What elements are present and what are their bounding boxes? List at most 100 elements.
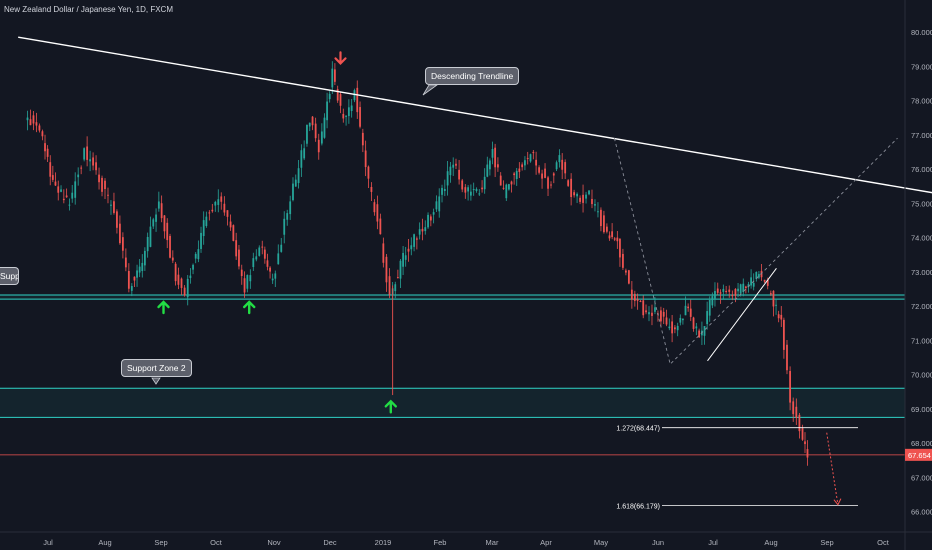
candle[interactable] (376, 204, 379, 222)
candle[interactable] (317, 139, 320, 153)
candle[interactable] (68, 204, 71, 206)
plot-area[interactable] (0, 0, 905, 532)
candle[interactable] (564, 162, 567, 174)
candle[interactable] (752, 282, 755, 287)
candle[interactable] (280, 244, 283, 252)
candle[interactable] (320, 131, 323, 144)
candle[interactable] (499, 175, 502, 186)
candle[interactable] (274, 273, 277, 279)
candle[interactable] (152, 219, 155, 227)
candle[interactable] (798, 414, 801, 432)
candle[interactable] (429, 216, 432, 221)
candle[interactable] (744, 286, 747, 289)
candle[interactable] (127, 270, 130, 289)
candle[interactable] (651, 312, 653, 316)
candle[interactable] (269, 267, 271, 272)
candle[interactable] (121, 237, 124, 251)
candle[interactable] (418, 229, 421, 235)
candle[interactable] (734, 288, 737, 296)
candle[interactable] (529, 154, 532, 162)
candle[interactable] (138, 266, 141, 273)
candle[interactable] (521, 164, 524, 168)
candle[interactable] (742, 283, 745, 292)
candle[interactable] (555, 162, 558, 170)
candle[interactable] (682, 318, 684, 321)
candle[interactable] (739, 284, 742, 294)
candle[interactable] (567, 180, 570, 186)
candle[interactable] (510, 181, 513, 185)
candle[interactable] (300, 150, 303, 168)
candle[interactable] (622, 253, 624, 268)
candle[interactable] (760, 270, 763, 278)
candle[interactable] (32, 115, 35, 124)
candle[interactable] (367, 166, 370, 179)
candle[interactable] (662, 311, 665, 317)
candle[interactable] (370, 186, 373, 192)
candle[interactable] (261, 246, 264, 248)
candle[interactable] (155, 214, 157, 222)
candle[interactable] (782, 319, 785, 350)
candle[interactable] (695, 326, 698, 329)
candle[interactable] (306, 124, 308, 144)
candle[interactable] (104, 180, 106, 190)
candle[interactable] (789, 371, 791, 403)
candle[interactable] (243, 278, 246, 293)
candle[interactable] (238, 249, 240, 267)
candle[interactable] (404, 255, 407, 260)
candle[interactable] (116, 211, 118, 228)
candle[interactable] (415, 238, 418, 240)
candle[interactable] (202, 220, 205, 237)
candle[interactable] (171, 257, 174, 261)
candle[interactable] (49, 162, 52, 177)
candle[interactable] (582, 194, 584, 203)
candle[interactable] (80, 167, 83, 169)
candle[interactable] (143, 250, 146, 266)
candle[interactable] (130, 286, 133, 291)
candle[interactable] (277, 253, 280, 265)
candle[interactable] (711, 296, 714, 306)
candle[interactable] (481, 187, 483, 190)
candle[interactable] (758, 274, 760, 278)
candle[interactable] (461, 180, 464, 190)
candle[interactable] (286, 213, 289, 220)
candle[interactable] (538, 167, 540, 173)
candle[interactable] (558, 155, 561, 163)
candle[interactable] (399, 260, 402, 279)
candle[interactable] (616, 237, 619, 242)
candle[interactable] (74, 181, 77, 198)
candle[interactable] (579, 197, 581, 202)
candle[interactable] (289, 201, 292, 215)
candle[interactable] (379, 218, 382, 235)
candle[interactable] (483, 176, 486, 190)
candle[interactable] (630, 289, 633, 300)
candle[interactable] (642, 300, 645, 316)
candle[interactable] (671, 321, 674, 334)
candle[interactable] (698, 330, 701, 338)
candle[interactable] (502, 187, 505, 189)
candle[interactable] (57, 186, 60, 193)
candle[interactable] (342, 113, 345, 119)
candle[interactable] (177, 274, 180, 285)
candle[interactable] (716, 288, 719, 293)
candle[interactable] (775, 304, 777, 306)
candle[interactable] (385, 256, 388, 283)
candle[interactable] (478, 193, 481, 195)
candle[interactable] (668, 326, 671, 329)
candle[interactable] (44, 143, 46, 152)
candle[interactable] (101, 177, 103, 192)
candle[interactable] (180, 278, 183, 288)
candle[interactable] (435, 201, 438, 210)
candle[interactable] (192, 264, 194, 270)
candle[interactable] (627, 270, 630, 284)
candle[interactable] (350, 105, 353, 112)
candle[interactable] (394, 284, 397, 292)
candle[interactable] (166, 222, 169, 241)
candle[interactable] (421, 228, 424, 232)
candle[interactable] (113, 201, 115, 213)
candle[interactable] (573, 192, 576, 196)
candle[interactable] (676, 325, 679, 331)
candle[interactable] (382, 243, 385, 263)
candle[interactable] (77, 174, 80, 178)
candle[interactable] (449, 166, 452, 176)
